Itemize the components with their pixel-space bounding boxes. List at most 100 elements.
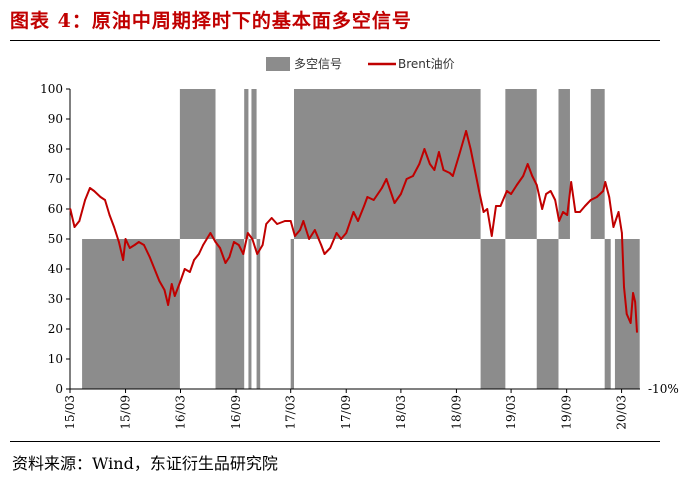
brent-point-85 (495, 205, 497, 207)
signal-bar-14 (558, 89, 570, 239)
right-note: -10% (648, 382, 679, 396)
brent-point-52 (320, 244, 323, 246)
brent-point-53 (323, 253, 326, 255)
x-tick-label-20/03: 20/03 (615, 395, 629, 430)
legend-swatch-signal (266, 57, 290, 71)
brent-point-26 (188, 271, 191, 273)
brent-point-45 (284, 220, 286, 222)
axes: 0 10 20 30 40 50 60 70 80 90 100 15/03 15/09 16/03 16/… (40, 82, 640, 430)
brent-point-90 (522, 175, 525, 177)
brent-line-layer (69, 130, 638, 333)
brent-point-22 (170, 283, 173, 285)
brent-point-114 (625, 313, 628, 315)
brent-point-65 (393, 202, 396, 204)
signal-bar-9 (290, 239, 295, 389)
brent-point-37 (242, 253, 245, 255)
brent-point-16 (143, 244, 145, 246)
brent-point-94 (541, 208, 544, 210)
brent-point-89 (515, 184, 518, 186)
brent-point-74 (442, 169, 445, 171)
brent-point-0 (69, 208, 72, 210)
brent-point-44 (276, 223, 279, 225)
x-tick-label-18/03: 18/03 (394, 395, 408, 430)
brent-point-15 (137, 241, 140, 243)
brent-point-100 (566, 214, 569, 216)
brent-point-31 (214, 241, 217, 243)
brent-point-62 (372, 199, 375, 201)
brent-point-59 (357, 220, 359, 222)
brent-point-33 (224, 262, 227, 264)
brent-point-13 (128, 247, 131, 249)
brent-point-39 (251, 238, 254, 240)
signal-bar-5 (248, 239, 252, 389)
signal-bar-7 (256, 239, 261, 389)
brent-point-48 (299, 229, 301, 231)
x-tick-label-15/09: 15/09 (119, 395, 133, 430)
brent-point-42 (265, 223, 268, 225)
brent-point-7 (104, 199, 106, 201)
brent-point-51 (313, 229, 316, 231)
brent-point-118 (636, 331, 638, 333)
brent-point-29 (202, 244, 205, 246)
footer-rule (10, 441, 660, 442)
brent-point-70 (423, 148, 426, 150)
brent-point-5 (93, 190, 96, 192)
y-tick-label-70: 70 (48, 172, 63, 186)
signal-bars (82, 89, 640, 389)
brent-point-61 (366, 196, 369, 198)
signal-bar-6 (251, 89, 257, 239)
brent-point-18 (154, 271, 157, 273)
brent-point-25 (183, 268, 186, 270)
x-tick-label-17/09: 17/09 (339, 395, 353, 430)
brent-point-50 (308, 238, 311, 240)
brent-point-35 (233, 241, 235, 243)
brent-point-111 (617, 211, 620, 213)
x-tick-label-15/03: 15/03 (63, 395, 77, 430)
x-tick-label-17/03: 17/03 (284, 395, 298, 430)
legend: 多空信号 Brent油价 (266, 57, 455, 71)
brent-point-9 (113, 226, 115, 228)
brent-point-60 (363, 205, 365, 207)
brent-point-43 (270, 217, 273, 219)
brent-point-30 (209, 232, 212, 234)
brent-point-79 (469, 148, 472, 150)
brent-point-116 (632, 292, 634, 294)
title-rule (10, 40, 660, 41)
y-tick-label-20: 20 (48, 322, 63, 336)
brent-point-81 (478, 190, 480, 192)
brent-point-113 (623, 286, 625, 288)
x-tick-label-16/03: 16/03 (173, 395, 187, 430)
signal-bar-12 (505, 89, 537, 239)
y-tick-label-80: 80 (48, 142, 63, 156)
brent-point-102 (574, 211, 577, 213)
brent-point-115 (629, 322, 632, 324)
brent-point-98 (558, 220, 560, 222)
brent-point-93 (535, 184, 538, 186)
brent-point-106 (595, 196, 598, 198)
brent-point-97 (554, 199, 557, 201)
y-tick-label-30: 30 (48, 292, 63, 306)
brent-point-107 (602, 190, 605, 192)
y-tick-label-10: 10 (48, 352, 63, 366)
x-tick-label-19/09: 19/09 (560, 395, 574, 430)
brent-point-75 (448, 172, 451, 174)
legend-label-brent: Brent油价 (398, 57, 455, 71)
brent-point-1 (73, 226, 76, 228)
brent-point-4 (89, 187, 91, 189)
brent-point-8 (108, 214, 111, 216)
page-title: 图表 4：原油中周期择时下的基本面多空信号 (10, 10, 412, 32)
signal-bar-4 (244, 89, 249, 239)
brent-point-117 (634, 301, 637, 303)
signal-bar-13 (536, 239, 559, 389)
brent-point-71 (428, 163, 431, 165)
brent-point-41 (261, 244, 264, 246)
brent-point-88 (510, 193, 512, 195)
brent-point-91 (526, 163, 529, 165)
brent-point-95 (545, 193, 548, 195)
brent-point-14 (133, 244, 136, 246)
brent-point-66 (399, 193, 402, 195)
brent-point-57 (345, 232, 348, 234)
signal-bar-10 (294, 89, 481, 239)
brent-point-92 (531, 175, 534, 177)
brent-point-96 (549, 190, 552, 192)
